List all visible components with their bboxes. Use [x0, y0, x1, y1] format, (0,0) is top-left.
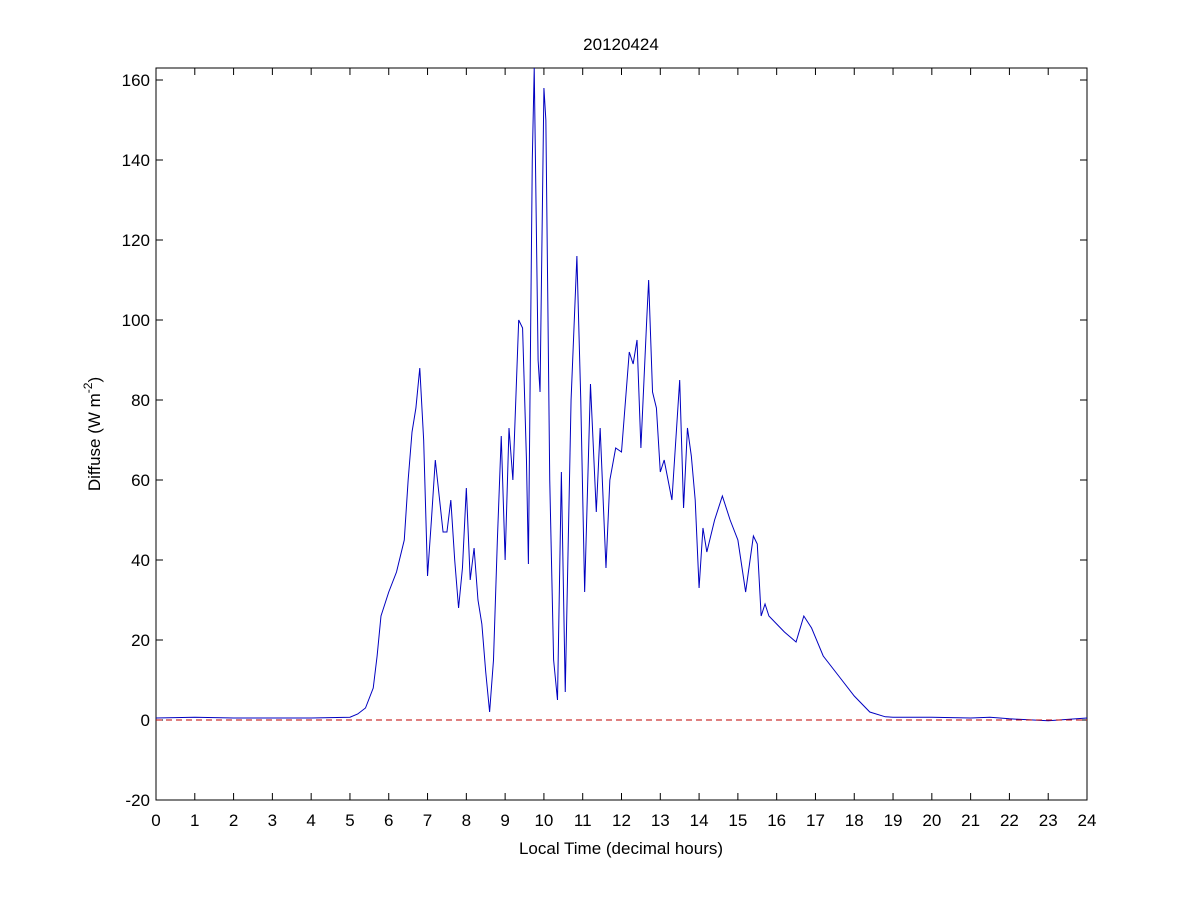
y-label-text: Diffuse (W m	[85, 393, 104, 491]
x-axis-label: Local Time (decimal hours)	[519, 839, 723, 858]
y-tick-label: 160	[122, 71, 150, 90]
x-tick-label: 23	[1039, 811, 1058, 830]
x-tick-label: 16	[767, 811, 786, 830]
x-tick-label: 1	[190, 811, 199, 830]
y-tick-label: 60	[131, 471, 150, 490]
x-tick-label: 22	[1000, 811, 1019, 830]
x-tick-label: 11	[574, 811, 592, 830]
y-tick-label: 0	[141, 711, 150, 730]
y-tick-label: -20	[125, 791, 150, 810]
y-tick-label: 20	[131, 631, 150, 650]
x-tick-label: 10	[534, 811, 553, 830]
y-label-end: )	[85, 377, 104, 383]
chart-title: 20120424	[583, 35, 659, 54]
x-tick-label: 8	[462, 811, 471, 830]
x-tick-label: 15	[728, 811, 747, 830]
x-tick-label: 24	[1078, 811, 1097, 830]
x-tick-label: 20	[922, 811, 941, 830]
y-tick-label: 100	[122, 311, 150, 330]
x-tick-label: 21	[961, 811, 980, 830]
y-axis-label: Diffuse (W m-2)	[81, 377, 104, 491]
y-tick-label: 140	[122, 151, 150, 170]
x-tick-label: 7	[423, 811, 432, 830]
x-tick-label: 18	[845, 811, 864, 830]
data-line	[155, 67, 1088, 722]
x-tick-label: 5	[345, 811, 354, 830]
y-label-sup: -2	[81, 382, 95, 393]
x-tick-label: 14	[690, 811, 709, 830]
x-tick-label: 0	[151, 811, 160, 830]
x-tick-label: 2	[229, 811, 238, 830]
axes-box	[155, 67, 1088, 801]
x-tick-label: 13	[651, 811, 670, 830]
y-tick-label: 120	[122, 231, 150, 250]
x-tick-label: 6	[384, 811, 393, 830]
y-tick-label: 80	[131, 391, 150, 410]
x-tick-label: 19	[884, 811, 903, 830]
x-tick-label: 9	[500, 811, 509, 830]
x-tick-label: 12	[612, 811, 631, 830]
x-tick-label: 4	[306, 811, 315, 830]
y-tick-label: 40	[131, 551, 150, 570]
x-tick-label: 3	[268, 811, 277, 830]
x-tick-label: 17	[806, 811, 825, 830]
